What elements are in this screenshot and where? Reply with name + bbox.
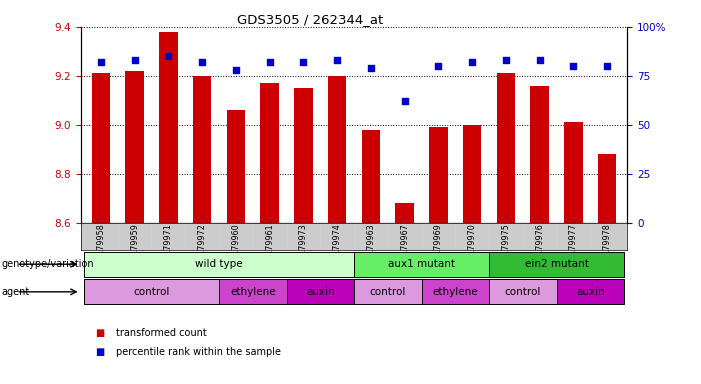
Text: auxin: auxin [306, 287, 334, 297]
Text: agent: agent [1, 287, 29, 297]
Text: GSM179974: GSM179974 [333, 223, 341, 272]
Bar [84, 280, 219, 304]
Text: ■: ■ [95, 347, 104, 357]
Text: GSM179971: GSM179971 [164, 223, 173, 272]
Bar [84, 252, 354, 276]
Text: wild type: wild type [195, 259, 243, 269]
Point [467, 59, 478, 65]
Bar [463, 125, 482, 223]
Point [501, 57, 512, 63]
Bar [489, 280, 557, 304]
Bar [421, 280, 489, 304]
Bar [226, 110, 245, 223]
Text: ethylene: ethylene [230, 287, 275, 297]
Point [95, 59, 107, 65]
Text: ■: ■ [95, 328, 104, 338]
Bar [354, 252, 489, 276]
Text: GSM179959: GSM179959 [130, 223, 139, 272]
Text: aux1 mutant: aux1 mutant [388, 259, 455, 269]
Bar [92, 73, 110, 223]
Point [568, 63, 579, 69]
Bar [260, 83, 279, 223]
Text: transformed count: transformed count [116, 328, 206, 338]
Point [163, 53, 174, 59]
Text: GSM179970: GSM179970 [468, 223, 477, 272]
Text: GSM179976: GSM179976 [535, 223, 544, 272]
Text: GSM179969: GSM179969 [434, 223, 443, 272]
Bar [557, 280, 624, 304]
Bar [219, 280, 287, 304]
Bar [496, 73, 515, 223]
Bar [294, 88, 313, 223]
Bar [193, 76, 212, 223]
Text: GSM179967: GSM179967 [400, 223, 409, 272]
Point [230, 67, 241, 73]
Text: GSM179961: GSM179961 [265, 223, 274, 272]
Bar [287, 280, 354, 304]
Text: GSM179978: GSM179978 [603, 223, 612, 272]
Text: GSM179975: GSM179975 [501, 223, 510, 272]
Text: GSM179972: GSM179972 [198, 223, 207, 272]
Point [298, 59, 309, 65]
Bar [362, 130, 380, 223]
Point [534, 57, 545, 63]
Bar [395, 203, 414, 223]
Bar [159, 32, 177, 223]
Bar [564, 122, 583, 223]
Point [365, 65, 376, 71]
Point [196, 59, 207, 65]
Point [332, 57, 343, 63]
Text: GSM179958: GSM179958 [96, 223, 105, 272]
Point [129, 57, 140, 63]
Text: control: control [505, 287, 541, 297]
Text: ethylene: ethylene [433, 287, 478, 297]
Bar [489, 252, 624, 276]
Bar [531, 86, 549, 223]
Text: control: control [133, 287, 170, 297]
Point [399, 98, 410, 104]
Point [433, 63, 444, 69]
Bar [125, 71, 144, 223]
Bar [429, 127, 448, 223]
Text: genotype/variation: genotype/variation [1, 259, 94, 269]
Text: control: control [369, 287, 406, 297]
Point [264, 59, 275, 65]
Text: GSM179977: GSM179977 [569, 223, 578, 272]
Point [601, 63, 613, 69]
Text: ein2 mutant: ein2 mutant [524, 259, 588, 269]
Bar [354, 280, 421, 304]
Text: percentile rank within the sample: percentile rank within the sample [116, 347, 280, 357]
Bar [328, 76, 346, 223]
Text: GSM179960: GSM179960 [231, 223, 240, 272]
Bar [598, 154, 616, 223]
Text: GSM179963: GSM179963 [367, 223, 375, 272]
Text: auxin: auxin [576, 287, 605, 297]
Title: GDS3505 / 262344_at: GDS3505 / 262344_at [237, 13, 383, 26]
Text: GSM179973: GSM179973 [299, 223, 308, 272]
